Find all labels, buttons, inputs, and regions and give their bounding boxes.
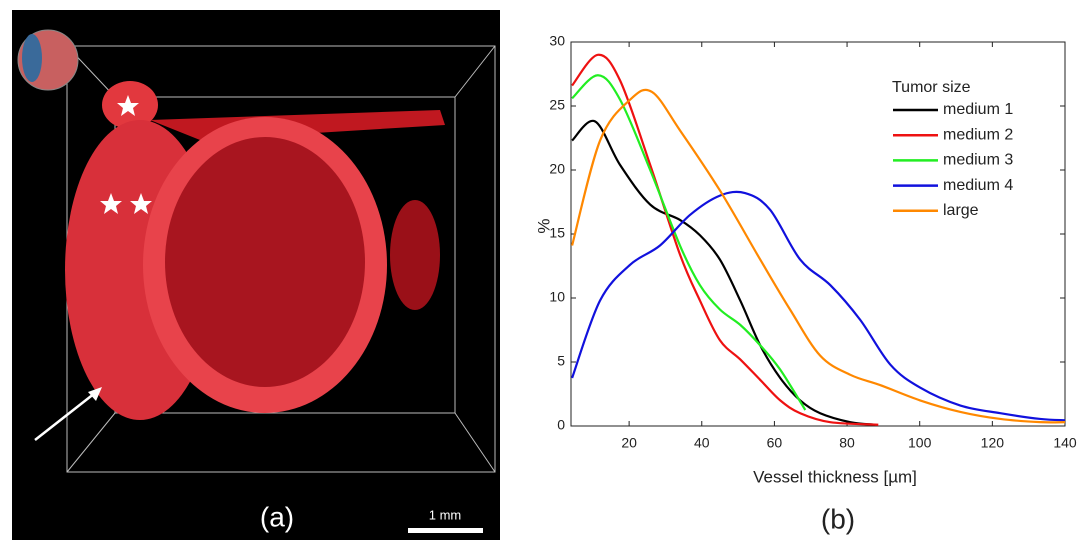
y-tick-label: 20: [549, 161, 565, 177]
x-tick-label: 120: [981, 435, 1005, 451]
panel-a: 1 mm (a): [12, 10, 500, 540]
x-tick-label: 40: [694, 435, 710, 451]
series-line: [571, 74, 807, 411]
legend-label: medium 3: [943, 152, 1013, 169]
y-tick-label: 15: [549, 225, 565, 241]
scale-bar-label: 1 mm: [429, 507, 462, 522]
panel-label: (b): [821, 503, 855, 534]
plot-frame: [570, 41, 1066, 427]
y-tick-label: 10: [549, 289, 565, 305]
y-tick-label: 5: [557, 353, 565, 369]
panel-label: (a): [260, 501, 294, 532]
y-tick-label: 25: [549, 97, 565, 113]
y-axis-label: %: [534, 218, 553, 233]
vessels-right: [390, 200, 440, 310]
x-tick-label: 60: [767, 435, 783, 451]
scale-bar: [408, 528, 483, 533]
stars: [100, 95, 152, 214]
y-tick-label: 30: [549, 33, 565, 49]
arrow-head: [88, 387, 102, 401]
eye-inner: [165, 137, 365, 387]
legend-label: medium 4: [943, 177, 1013, 194]
arrow-shaft: [34, 392, 96, 441]
series-line: [571, 88, 1066, 424]
eye-icon-iris: [22, 34, 42, 82]
series-line: [571, 190, 1066, 422]
panel-b: Vessel thickness [µm] % (b) Tumor size 0…: [534, 33, 1076, 535]
y-tick-label: 0: [557, 417, 565, 433]
legend-label: medium 2: [943, 126, 1013, 143]
x-tick-label: 80: [839, 435, 855, 451]
legend-label: large: [943, 202, 979, 219]
x-axis-label: Vessel thickness [µm]: [753, 467, 917, 486]
series-line: [571, 53, 879, 426]
series-line: [571, 119, 876, 426]
x-tick-label: 100: [908, 435, 932, 451]
x-tick-label: 140: [1053, 435, 1077, 451]
legend-label: medium 1: [943, 101, 1013, 118]
legend-title: Tumor size: [892, 79, 971, 96]
x-tick-label: 20: [621, 435, 637, 451]
